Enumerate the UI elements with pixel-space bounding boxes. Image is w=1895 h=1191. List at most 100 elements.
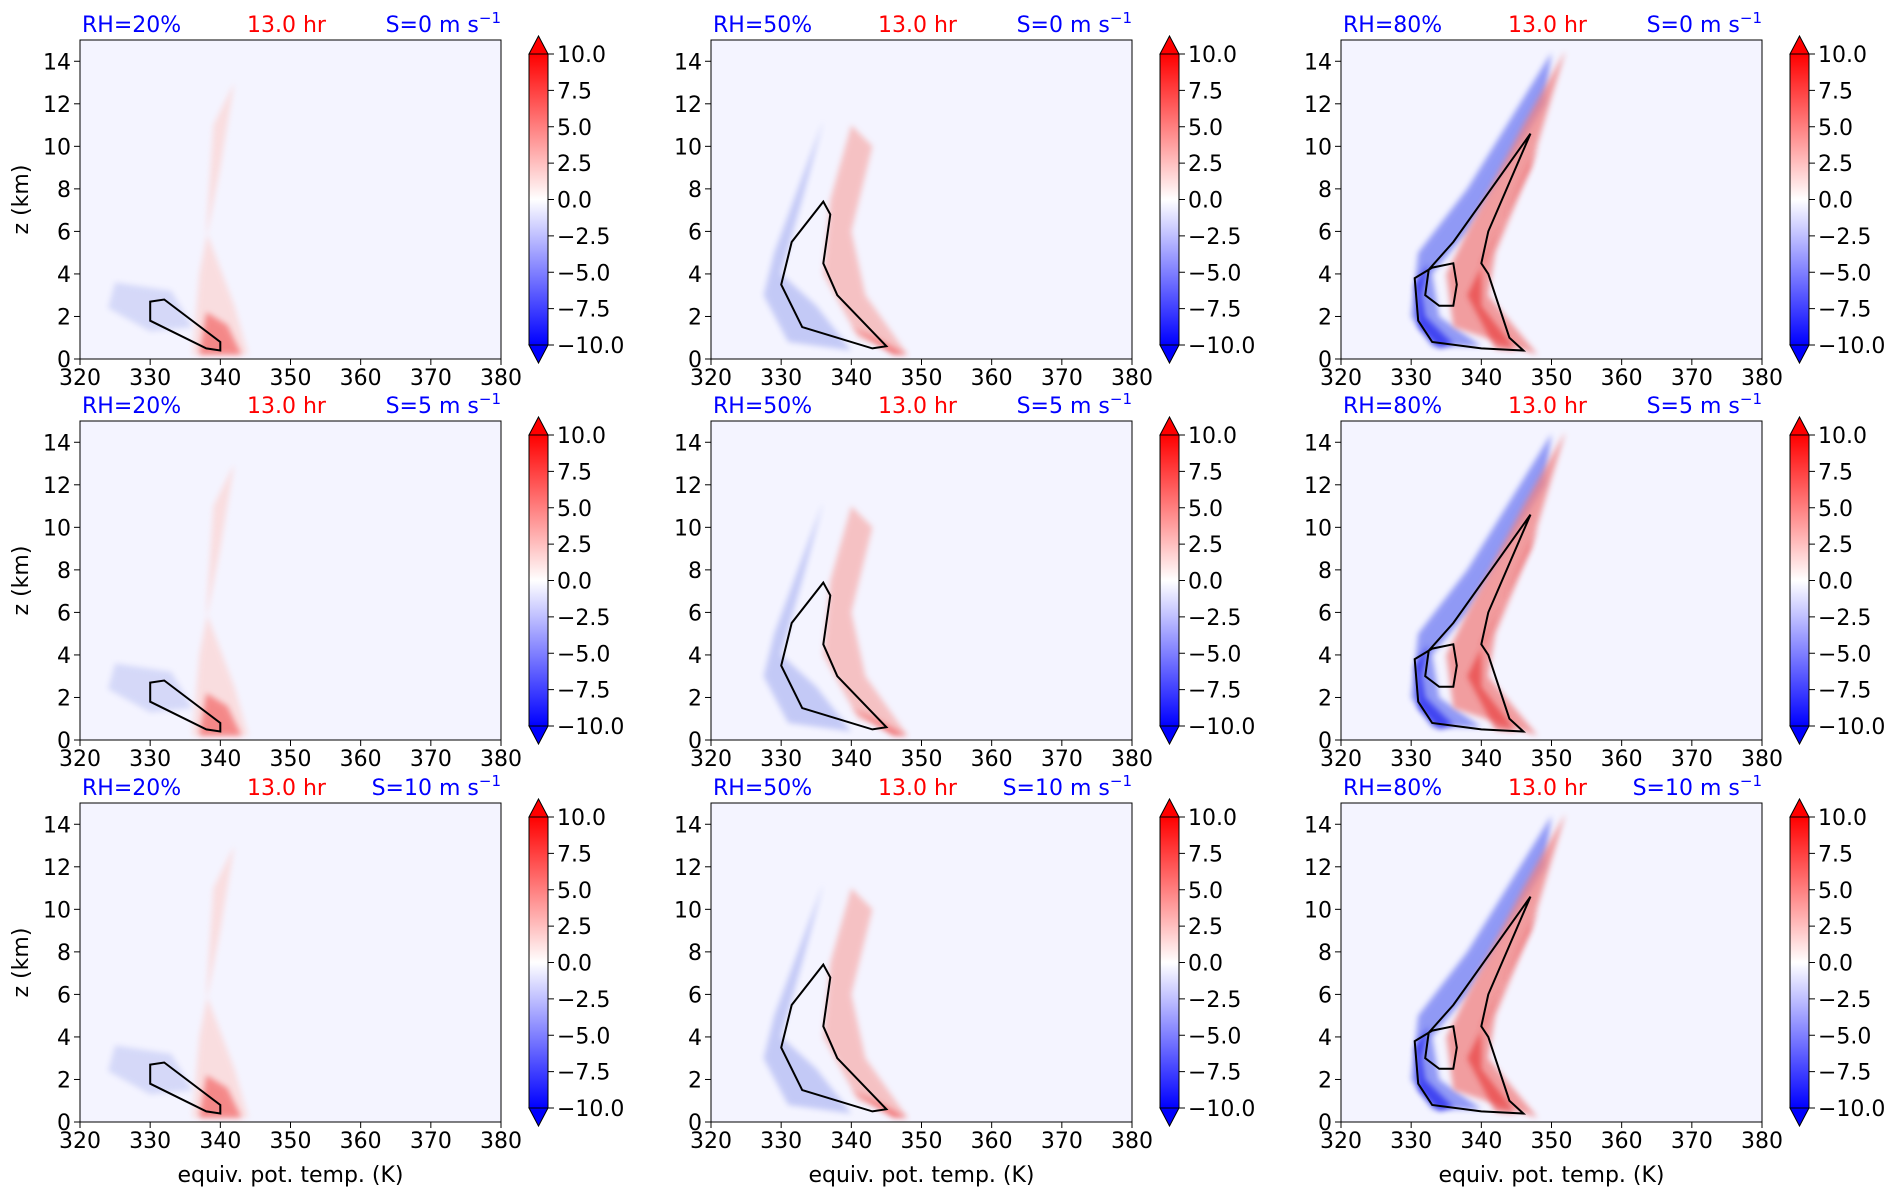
colorbar-tick-label: −5.0 — [557, 642, 610, 667]
panel-2-1: 320 330 340 350 360 370 380 0 2 4 6 8 10 12 14 RH=50% 13… — [674, 772, 1255, 1188]
x-tick-label: 380 — [1111, 1129, 1153, 1154]
colorbar-extend-min — [1159, 1107, 1180, 1128]
y-tick-label: 6 — [57, 601, 71, 626]
y-tick-label: 2 — [1318, 305, 1332, 330]
time-label: 13.0 hr — [247, 13, 327, 38]
y-tick-label: 4 — [688, 263, 702, 288]
y-tick-label: 8 — [57, 559, 71, 584]
colorbar-tick-label: −7.5 — [1188, 298, 1241, 323]
x-tick-label: 380 — [480, 1129, 522, 1154]
time-label: 13.0 hr — [247, 394, 327, 419]
colorbar-tick-label: 0.0 — [1188, 189, 1223, 214]
y-tick-label: 14 — [1304, 813, 1332, 838]
x-tick-label: 340 — [199, 366, 241, 391]
x-tick-label: 330 — [129, 1129, 171, 1154]
x-tick-label: 320 — [59, 1129, 101, 1154]
colorbar-tick-label: −7.5 — [557, 1061, 610, 1086]
x-tick-label: 330 — [1390, 1129, 1432, 1154]
colorbar-extend-max — [528, 415, 549, 436]
colorbar-tick-label: −5.0 — [557, 1024, 610, 1049]
x-tick-label: 350 — [270, 747, 312, 772]
y-tick-label: 8 — [1318, 178, 1332, 203]
colorbar-tick-label: 0.0 — [1818, 952, 1853, 977]
x-tick-label: 380 — [1111, 366, 1153, 391]
positive-core — [1467, 909, 1538, 1114]
y-tick-label: 4 — [57, 644, 71, 669]
x-tick-label: 380 — [480, 366, 522, 391]
colorbar-tick-label: 7.5 — [557, 460, 592, 485]
colorbar-tick-label: −10.0 — [1188, 1097, 1255, 1122]
x-tick-label: 370 — [1041, 366, 1083, 391]
x-tick-label: 360 — [1601, 747, 1643, 772]
positive-region — [192, 845, 249, 1118]
x-tick-label: 360 — [971, 747, 1013, 772]
y-tick-label: 14 — [1304, 431, 1332, 456]
shear-label: S=0 m s−1 — [386, 9, 501, 38]
y-tick-label: 12 — [674, 856, 702, 881]
y-tick-label: 4 — [688, 644, 702, 669]
colorbar-tick-label: 7.5 — [1188, 842, 1223, 867]
shear-label: S=5 m s−1 — [386, 390, 501, 419]
y-axis-label: z (km) — [9, 546, 34, 616]
y-tick-label: 4 — [688, 1026, 702, 1051]
y-tick-label: 8 — [688, 178, 702, 203]
time-label: 13.0 hr — [878, 394, 958, 419]
colorbar-tick-label: −2.5 — [557, 606, 610, 631]
colorbar-tick-label: −5.0 — [1818, 1024, 1871, 1049]
colorbar-tick-label: −10.0 — [1188, 334, 1255, 359]
panel-1-0: 320 330 340 350 360 370 380 0 2 4 6 8 10 12 14 RH=20% 13… — [9, 390, 624, 772]
y-tick-label: 6 — [57, 983, 71, 1008]
rh-label: RH=50% — [713, 394, 812, 419]
x-tick-label: 340 — [1460, 747, 1502, 772]
y-tick-label: 2 — [57, 686, 71, 711]
colorbar-extend-max — [1159, 34, 1180, 55]
x-tick-label: 350 — [901, 1129, 943, 1154]
colorbar-tick-label: −2.5 — [1188, 988, 1241, 1013]
y-tick-label: 0 — [1318, 729, 1332, 754]
contour-field — [1411, 813, 1566, 1118]
colorbar-tick-label: −10.0 — [557, 715, 624, 740]
x-tick-label: 370 — [1041, 747, 1083, 772]
x-axis-label: equiv. pot. temp. (K) — [808, 1163, 1034, 1188]
colorbar-tick-label: −5.0 — [557, 261, 610, 286]
negative-region — [1411, 815, 1552, 1110]
colorbar-tick-label: −2.5 — [1188, 225, 1241, 250]
negative-region — [1411, 433, 1552, 728]
y-tick-label: 10 — [43, 898, 71, 923]
colorbar-tick-label: 0.0 — [1188, 570, 1223, 595]
y-tick-label: 6 — [688, 220, 702, 245]
colorbar-tick-label: 2.5 — [557, 152, 592, 177]
colorbar-tick-label: 7.5 — [557, 79, 592, 104]
x-tick-label: 360 — [340, 366, 382, 391]
y-tick-label: 4 — [57, 263, 71, 288]
colorbar-scale — [1789, 434, 1810, 727]
colorbar-tick-label: 0.0 — [1818, 570, 1853, 595]
colorbar-extend-min — [528, 344, 549, 365]
rh-label: RH=20% — [82, 394, 181, 419]
cloud-contour — [1413, 514, 1532, 733]
y-tick-label: 0 — [1318, 348, 1332, 373]
x-tick-label: 330 — [760, 747, 802, 772]
x-tick-label: 320 — [59, 366, 101, 391]
colorbar-extend-max — [528, 34, 549, 55]
y-tick-label: 8 — [688, 941, 702, 966]
shear-label: S=0 m s−1 — [1647, 9, 1762, 38]
cloud-contour — [1413, 896, 1532, 1115]
colorbar-scale — [1789, 53, 1810, 346]
x-tick-label: 320 — [1320, 747, 1362, 772]
colorbar-extend-min — [1789, 344, 1810, 365]
colorbar: 10.0 7.5 5.0 2.5 0.0 −2.5 −5.0 −7.5 −10.0 — [528, 34, 624, 365]
colorbar-tick-label: 2.5 — [1818, 533, 1853, 558]
negative-core — [1414, 644, 1454, 730]
shear-label: S=10 m s−1 — [1633, 772, 1762, 801]
colorbar-tick-label: 2.5 — [1188, 152, 1223, 177]
colorbar-tick-label: −7.5 — [1818, 1061, 1871, 1086]
time-label: 13.0 hr — [1508, 13, 1588, 38]
colorbar-tick-label: −7.5 — [557, 298, 610, 323]
cloud-contour — [1413, 133, 1532, 352]
colorbar-tick-label: 2.5 — [1818, 915, 1853, 940]
y-tick-label: 10 — [1304, 898, 1332, 923]
colorbar-tick-label: −10.0 — [1818, 715, 1885, 740]
x-tick-label: 330 — [129, 366, 171, 391]
x-tick-label: 320 — [59, 747, 101, 772]
